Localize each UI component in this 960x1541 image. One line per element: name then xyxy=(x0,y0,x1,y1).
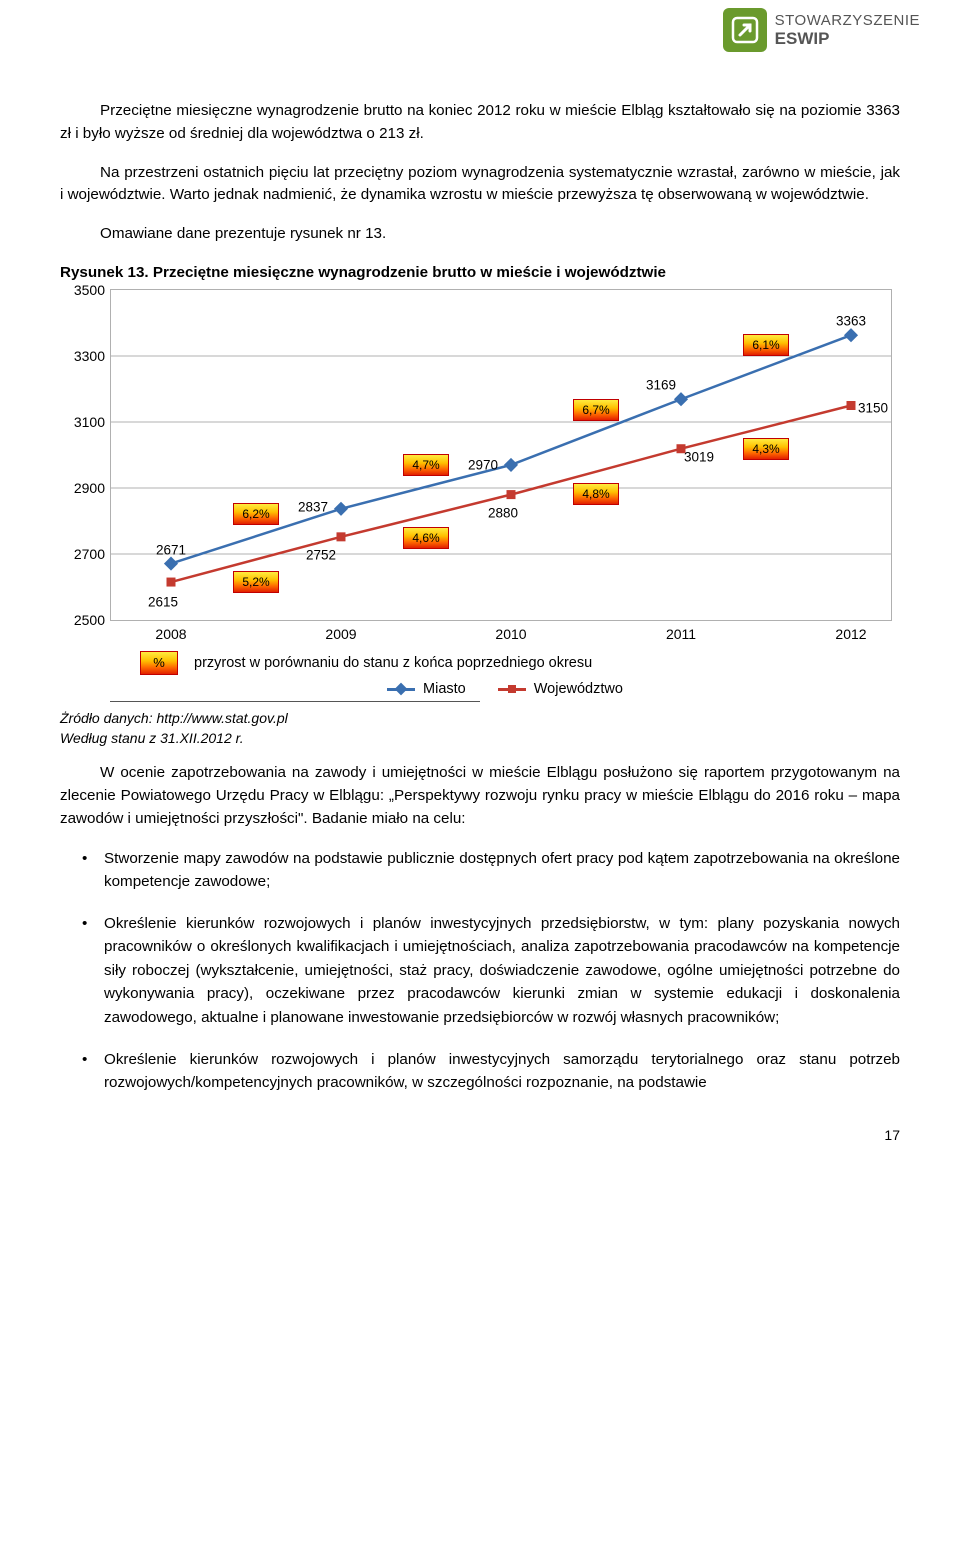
paragraph-3: Omawiane dane prezentuje rysunek nr 13. xyxy=(60,223,900,246)
legend-percent: % przyrost w porównaniu do stanu z końca… xyxy=(140,651,900,675)
legend-series: Miasto Województwo xyxy=(110,681,900,697)
paragraph-1: Przeciętne miesięczne wynagrodzenie brut… xyxy=(60,100,900,146)
legend-percent-label: przyrost w porównaniu do stanu z końca p… xyxy=(194,655,592,671)
data-label: 2671 xyxy=(156,542,186,557)
data-label: 3363 xyxy=(836,314,866,329)
bullet-item: Stworzenie mapy zawodów na podstawie pub… xyxy=(60,847,900,894)
y-axis-label: 3300 xyxy=(61,348,105,364)
legend-percent-swatch: % xyxy=(140,651,178,675)
y-axis-label: 3500 xyxy=(61,282,105,298)
percent-box: 6,2% xyxy=(233,503,279,525)
percent-box: 4,8% xyxy=(573,483,619,505)
percent-box: 4,3% xyxy=(743,438,789,460)
logo: STOWARZYSZENIE ESWIP xyxy=(723,8,920,52)
paragraph-2: Na przestrzeni ostatnich pięciu lat prze… xyxy=(60,162,900,208)
y-axis-label: 2500 xyxy=(61,612,105,628)
chart-plot-area: 2500270029003100330035002008200920102011… xyxy=(110,289,892,621)
x-axis-label: 2011 xyxy=(666,626,696,642)
y-axis-label: 2900 xyxy=(61,480,105,496)
legend-woj: Województwo xyxy=(498,681,623,697)
bullet-list: Stworzenie mapy zawodów na podstawie pub… xyxy=(60,847,900,1095)
percent-box: 4,6% xyxy=(403,527,449,549)
x-axis-label: 2012 xyxy=(835,626,866,642)
data-label: 2615 xyxy=(148,595,178,610)
data-label: 2970 xyxy=(468,458,498,473)
chart-container: 2500270029003100330035002008200920102011… xyxy=(60,289,900,702)
data-label: 3019 xyxy=(684,449,714,464)
source-1: Żródło danych: http://www.stat.gov.pl xyxy=(60,710,900,726)
percent-box: 6,1% xyxy=(743,334,789,356)
percent-box: 4,7% xyxy=(403,454,449,476)
percent-box: 6,7% xyxy=(573,399,619,421)
logo-arrow-icon xyxy=(723,8,767,52)
bullet-item: Określenie kierunków rozwojowych i planó… xyxy=(60,1048,900,1095)
x-axis-label: 2008 xyxy=(155,626,186,642)
x-axis-label: 2009 xyxy=(325,626,356,642)
legend-miasto: Miasto xyxy=(387,681,466,697)
data-label: 2752 xyxy=(306,548,336,563)
logo-text: STOWARZYSZENIE ESWIP xyxy=(775,12,920,49)
paragraph-4: W ocenie zapotrzebowania na zawody i umi… xyxy=(60,762,900,830)
data-label: 2880 xyxy=(488,505,518,520)
y-axis-label: 3100 xyxy=(61,414,105,430)
x-axis-label: 2010 xyxy=(495,626,526,642)
bullet-item: Określenie kierunków rozwojowych i planó… xyxy=(60,912,900,1030)
page-number: 17 xyxy=(884,1127,900,1143)
y-axis-label: 2700 xyxy=(61,546,105,562)
data-label: 3150 xyxy=(858,400,888,415)
figure-title: Rysunek 13. Przeciętne miesięczne wynagr… xyxy=(60,262,900,283)
data-label: 3169 xyxy=(646,378,676,393)
source-2: Według stanu z 31.XII.2012 r. xyxy=(60,730,900,746)
percent-box: 5,2% xyxy=(233,571,279,593)
legend-divider xyxy=(110,701,480,702)
data-label: 2837 xyxy=(298,500,328,515)
